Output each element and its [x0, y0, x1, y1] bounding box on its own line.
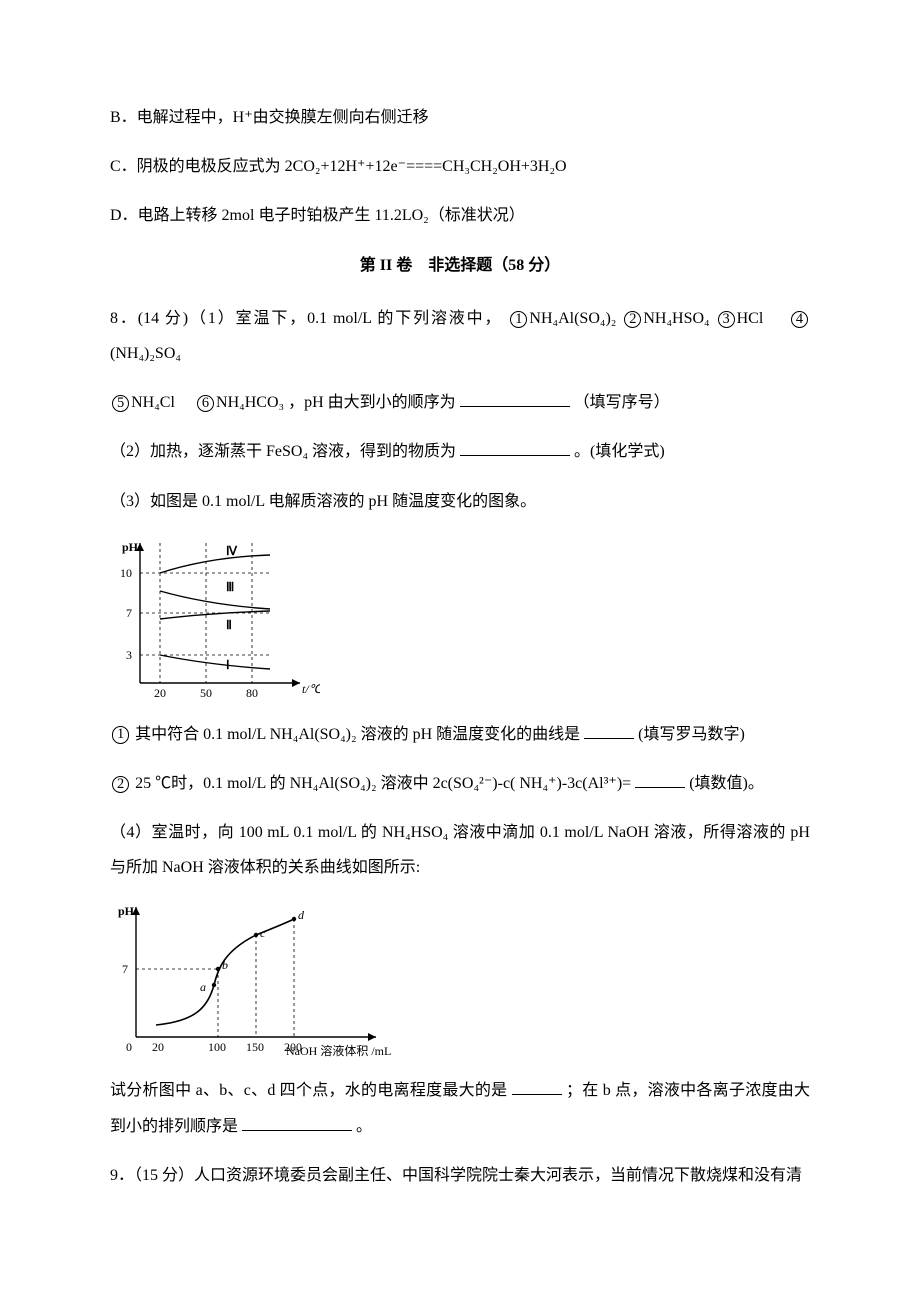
svg-text:Ⅱ: Ⅱ: [226, 618, 232, 632]
circled-4: 4: [791, 311, 808, 328]
option-b: B．电解过程中，H⁺由交换膜左侧向右侧迁移: [110, 100, 810, 135]
q8-4-qa: 试分析图中 a、b、c、d 四个点，水的电离程度最大的是: [110, 1082, 507, 1099]
blank-value: [635, 771, 685, 788]
exam-page: B．电解过程中，H⁺由交换膜左侧向右侧迁移 C．阴极的电极反应式为 2CO₂+1…: [0, 0, 920, 1302]
svg-text:pH: pH: [122, 540, 139, 554]
svg-text:Ⅳ: Ⅳ: [226, 544, 238, 558]
q8-2: （2）加热，逐渐蒸干 FeSO₄ 溶液，得到的物质为 。(填化学式): [110, 434, 810, 469]
chart-ph-volume: pH NaOH 溶液体积 /mL 0 20 100 150 200 7 a: [110, 899, 810, 1059]
svg-text:80: 80: [246, 686, 258, 700]
svg-text:0: 0: [126, 1040, 132, 1054]
q8-4-qc: 。: [356, 1118, 372, 1135]
circled-6: 6: [197, 395, 214, 412]
item-6: NH₄HCO₃: [216, 394, 284, 411]
circled-5: 5: [112, 395, 129, 412]
svg-text:20: 20: [154, 686, 166, 700]
q8-2-a: （2）加热，逐渐蒸干 FeSO₄ 溶液，得到的物质为: [110, 443, 456, 460]
q8-2-tail: 。(填化学式): [574, 443, 665, 460]
svg-text:t/℃: t/℃: [302, 682, 320, 696]
blank-feso4: [460, 439, 570, 456]
q8-1-line1: 8．(14 分)（1）室温下，0.1 mol/L 的下列溶液中， 1NH₄Al(…: [110, 301, 810, 371]
item-2: NH₄HSO₄: [643, 310, 709, 327]
circled-sub-1: 1: [112, 726, 129, 743]
option-d: D．电路上转移 2mol 电子时铂极产生 11.2LO₂（标准状况）: [110, 198, 810, 233]
q8-3-1: 1 其中符合 0.1 mol/L NH₄Al(SO₄)₂ 溶液的 pH 随温度变…: [110, 717, 810, 752]
svg-text:10: 10: [120, 566, 132, 580]
q8-1-stem-b: ，pH 由大到小的顺序为: [288, 394, 456, 411]
svg-text:b: b: [222, 958, 228, 972]
item-1: NH₄Al(SO₄)₂: [529, 310, 616, 327]
item-5: NH₄Cl: [131, 394, 175, 411]
svg-text:3: 3: [126, 648, 132, 662]
q8-3-1b: (填写罗马数字): [638, 726, 745, 743]
svg-text:c: c: [260, 926, 266, 940]
option-c: C．阴极的电极反应式为 2CO₂+12H⁺+12e⁻====CH₃CH₂OH+3…: [110, 149, 810, 184]
svg-text:100: 100: [208, 1040, 226, 1054]
circled-3: 3: [718, 311, 735, 328]
q9-stem: 9．（15 分）人口资源环境委员会副主任、中国科学院院士秦大河表示，当前情况下散…: [110, 1158, 810, 1193]
svg-text:d: d: [298, 908, 305, 922]
svg-text:50: 50: [200, 686, 212, 700]
blank-roman: [584, 722, 634, 739]
svg-text:Ⅲ: Ⅲ: [226, 580, 234, 594]
q8-3-2: 2 25 ℃时，0.1 mol/L 的 NH₄Al(SO₄)₂ 溶液中 2c(S…: [110, 766, 810, 801]
svg-text:a: a: [200, 980, 206, 994]
q8-4-q: 试分析图中 a、b、c、d 四个点，水的电离程度最大的是 ；在 b 点，溶液中各…: [110, 1073, 810, 1143]
q8-1-stem-a: 8．(14 分)（1）室温下，0.1 mol/L 的下列溶液中，: [110, 310, 502, 327]
q8-4-intro: （4）室温时，向 100 mL 0.1 mol/L 的 NH₄HSO₄ 溶液中滴…: [110, 815, 810, 885]
item-4: (NH₄)₂SO₄: [110, 345, 181, 362]
svg-text:Ⅰ: Ⅰ: [226, 658, 230, 672]
q8-1-line2: 5NH₄Cl 6NH₄HCO₃ ，pH 由大到小的顺序为 （填写序号）: [110, 385, 810, 420]
circled-2: 2: [624, 311, 641, 328]
q8-3-intro: （3）如图是 0.1 mol/L 电解质溶液的 pH 随温度变化的图象。: [110, 484, 810, 519]
svg-text:7: 7: [122, 962, 128, 976]
chart2-svg: pH NaOH 溶液体积 /mL 0 20 100 150 200 7 a: [110, 899, 400, 1059]
blank-maxpoint: [512, 1078, 562, 1095]
svg-text:20: 20: [152, 1040, 164, 1054]
q8-3-1a: 其中符合 0.1 mol/L NH₄Al(SO₄)₂ 溶液的 pH 随温度变化的…: [135, 726, 580, 743]
chart1-svg: pH t/℃ 3 7 10 20 50 80: [110, 533, 320, 703]
svg-text:7: 7: [126, 606, 132, 620]
circled-sub-2: 2: [112, 776, 129, 793]
svg-text:200: 200: [284, 1040, 302, 1054]
chart-ph-temp: pH t/℃ 3 7 10 20 50 80: [110, 533, 810, 703]
svg-text:pH: pH: [118, 904, 135, 918]
item-3: HCl: [737, 310, 764, 327]
circled-1: 1: [510, 311, 527, 328]
section-title: 第 II 卷 非选择题（58 分）: [110, 248, 810, 283]
q8-3-2a: 25 ℃时，0.1 mol/L 的 NH₄Al(SO₄)₂ 溶液中 2c(SO₄…: [135, 775, 631, 792]
q8-3-2b: (填数值)。: [689, 775, 764, 792]
q8-1-tail: （填写序号）: [574, 394, 670, 411]
blank-order-b: [242, 1114, 352, 1131]
svg-text:150: 150: [246, 1040, 264, 1054]
blank-order: [460, 390, 570, 407]
